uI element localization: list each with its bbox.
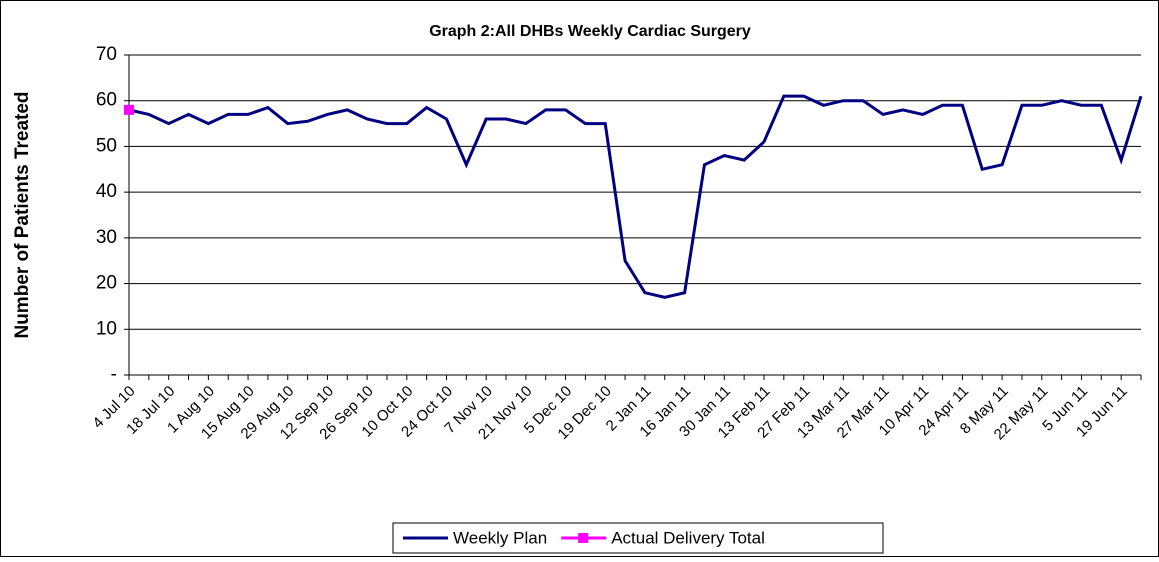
y-tick-label: 60 (96, 90, 117, 111)
y-tick-label: 10 (96, 318, 117, 339)
legend-label: Weekly Plan (453, 528, 547, 547)
y-tick-label: - (111, 364, 117, 385)
y-tick-label: 20 (96, 273, 117, 294)
legend-marker (578, 533, 589, 543)
legend-label: Actual Delivery Total (611, 528, 765, 547)
chart-title: Graph 2:All DHBs Weekly Cardiac Surgery (429, 23, 751, 40)
series-line (128, 94, 1143, 299)
series-marker (124, 104, 134, 115)
y-tick-label: 70 (96, 44, 117, 65)
y-tick-label: 30 (96, 227, 117, 248)
legend-box (392, 522, 884, 554)
y-tick-label: 50 (96, 135, 117, 156)
y-axis-label: Number of Patients Treated (12, 91, 33, 338)
y-tick-label: 40 (96, 181, 117, 202)
